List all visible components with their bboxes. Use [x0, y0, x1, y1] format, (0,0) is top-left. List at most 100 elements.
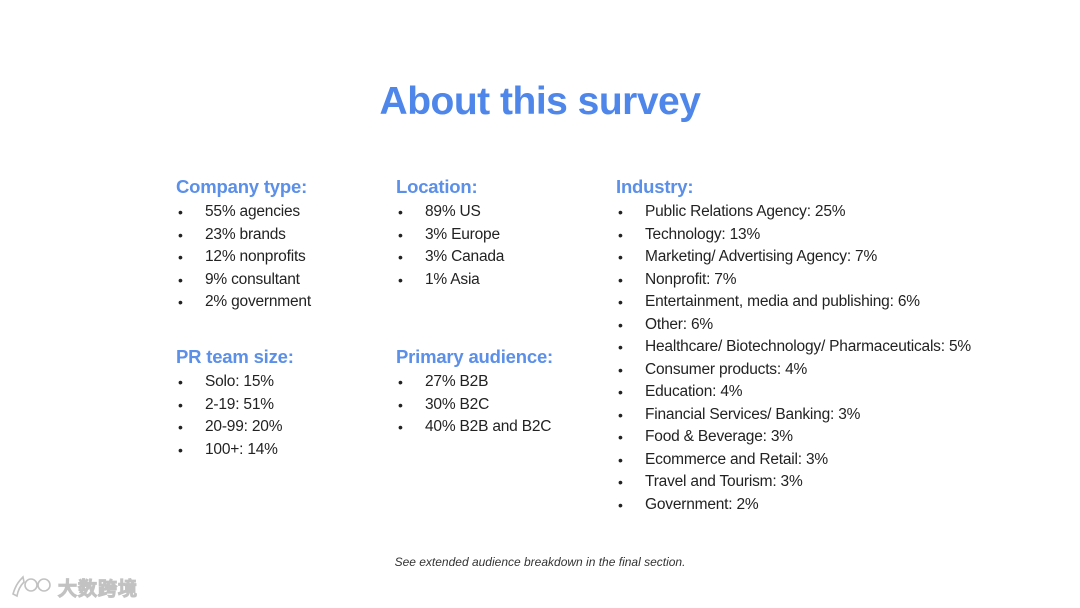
list-item: • Healthcare/ Biotechnology/ Pharmaceutic… — [616, 336, 971, 359]
list-item-text: 100+: 14% — [205, 440, 278, 458]
bullet-icon: • — [398, 249, 403, 265]
list-item-text: 1% Asia — [425, 270, 480, 288]
list-item: • Government: 2% — [616, 494, 971, 517]
list-item: • Ecommerce and Retail: 3% — [616, 449, 971, 472]
bullet-icon: • — [178, 271, 183, 288]
list-item: • Other: 6% — [616, 314, 971, 337]
list-item-text: 89% US — [425, 203, 481, 220]
list-item-text: Education: 4% — [645, 383, 743, 400]
bullet-icon: • — [398, 396, 403, 413]
list-item: • Nonprofit: 7% — [616, 269, 971, 292]
list-item-text: 30% B2C — [425, 395, 490, 413]
list-item-text: Consumer products: 4% — [645, 360, 808, 378]
list-item: • 30% B2C — [396, 394, 553, 417]
bullet-icon: • — [178, 204, 183, 220]
industry-list: • Public Relations Agency: 25% • Technology… — [616, 201, 971, 516]
bullet-icon: • — [398, 226, 403, 243]
bullet-icon: • — [618, 496, 623, 513]
industry-section: Industry: • Public Relations Agency: 25% •… — [616, 176, 971, 516]
list-item-text: 40% B2B and B2C — [425, 418, 552, 435]
page-title: About this survey — [379, 80, 701, 123]
list-item: • Technology: 13% — [616, 224, 971, 247]
list-item-text: Public Relations Agency: 25% — [645, 203, 846, 220]
list-item: • 1% Asia — [396, 269, 504, 292]
list-item-text: 12% nonprofits — [205, 248, 306, 265]
list-item-text: Solo: 15% — [205, 373, 274, 390]
primary-audience-section: Primary audience: • 27% B2B • 30% B2C • 40% B… — [396, 346, 553, 439]
list-item: • 3% Canada — [396, 246, 504, 269]
list-item: • Education: 4% — [616, 381, 971, 404]
list-item-text: 20-99: 20% — [205, 418, 283, 435]
bullet-icon: • — [398, 419, 403, 435]
bullet-icon: • — [398, 204, 403, 220]
bullet-icon: • — [178, 419, 183, 435]
bullet-icon: • — [618, 406, 623, 423]
location-list: • 89% US • 3% Europe • 3% Canada • 1% Asia — [396, 201, 504, 291]
bullet-icon: • — [618, 339, 623, 355]
list-item-text: 27% B2B — [425, 373, 489, 390]
list-item: • Travel and Tourism: 3% — [616, 471, 971, 494]
list-item-text: Marketing/ Advertising Agency: 7% — [645, 248, 878, 265]
bullet-icon: • — [178, 294, 183, 310]
list-item-text: Technology: 13% — [645, 225, 761, 243]
list-item: • 55% agencies — [176, 201, 311, 224]
list-item-text: 23% brands — [205, 225, 286, 243]
list-item-text: Entertainment, media and publishing: 6% — [645, 293, 920, 310]
bullet-icon: • — [178, 249, 183, 265]
list-item: • 27% B2B — [396, 371, 553, 394]
pr-team-size-list: • Solo: 15% • 2-19: 51% • 20-99: 20% • 100+: 14… — [176, 371, 294, 461]
bullet-icon: • — [618, 204, 623, 220]
list-item-text: Financial Services/ Banking: 3% — [645, 405, 861, 423]
list-item: • 3% Europe — [396, 224, 504, 247]
bullet-icon: • — [618, 384, 623, 400]
list-item: • Marketing/ Advertising Agency: 7% — [616, 246, 971, 269]
list-item-text: 55% agencies — [205, 203, 300, 220]
bullet-icon: • — [178, 226, 183, 243]
list-item: • 40% B2B and B2C — [396, 416, 553, 439]
pr-team-size-section: PR team size: • Solo: 15% • 2-19: 51% • 20-99… — [176, 346, 294, 461]
bullet-icon: • — [618, 226, 623, 243]
bullet-icon: • — [178, 374, 183, 390]
bullet-icon: • — [618, 451, 623, 468]
list-item: • Entertainment, media and publishing: 6% — [616, 291, 971, 314]
bullet-icon: • — [178, 441, 183, 458]
list-item: • 12% nonprofits — [176, 246, 311, 269]
list-item: • Financial Services/ Banking: 3% — [616, 404, 971, 427]
list-item-text: Nonprofit: 7% — [645, 270, 737, 288]
list-item: • Public Relations Agency: 25% — [616, 201, 971, 224]
logo-icon — [12, 575, 51, 598]
bullet-icon: • — [618, 249, 623, 265]
industry-heading: Industry: — [616, 176, 694, 197]
list-item-text: Ecommerce and Retail: 3% — [645, 450, 829, 468]
list-item-text: 2% government — [205, 293, 311, 310]
list-item-text: 9% consultant — [205, 270, 300, 288]
list-item: • Solo: 15% — [176, 371, 294, 394]
list-item-text: Healthcare/ Biotechnology/ Pharmaceutica… — [645, 338, 971, 355]
list-item-text: 3% Canada — [425, 248, 505, 265]
list-item-text: 3% Europe — [425, 225, 500, 243]
bullet-icon: • — [398, 374, 403, 390]
bullet-icon: • — [618, 271, 623, 288]
footnote: See extended audience breakdown in the f… — [394, 555, 686, 569]
list-item-text: 2-19: 51% — [205, 395, 274, 413]
list-item: • 20-99: 20% — [176, 416, 294, 439]
bullet-icon: • — [618, 361, 623, 378]
location-section: Location: • 89% US • 3% Europe • 3% Canada • 1%… — [396, 176, 504, 291]
list-item: • 100+: 14% — [176, 439, 294, 462]
watermark: 大数跨境 — [10, 573, 138, 601]
company-type-heading: Company type: — [176, 176, 308, 197]
bullet-icon: • — [618, 429, 623, 445]
pr-team-size-heading: PR team size: — [176, 346, 294, 367]
bullet-icon: • — [178, 396, 183, 413]
list-item: • 9% consultant — [176, 269, 311, 292]
list-item-text: Food & Beverage: 3% — [645, 428, 793, 445]
list-item-text: Other: 6% — [645, 315, 713, 333]
bullet-icon: • — [618, 474, 623, 490]
company-type-list: • 55% agencies • 23% brands • 12% nonprofits •… — [176, 201, 311, 314]
list-item: • 2% government — [176, 291, 311, 314]
list-item: • 2-19: 51% — [176, 394, 294, 417]
company-type-section: Company type: • 55% agencies • 23% brands • 1… — [176, 176, 311, 314]
bullet-icon: • — [398, 271, 403, 288]
list-item-text: Travel and Tourism: 3% — [645, 473, 803, 490]
list-item: • 89% US — [396, 201, 504, 224]
